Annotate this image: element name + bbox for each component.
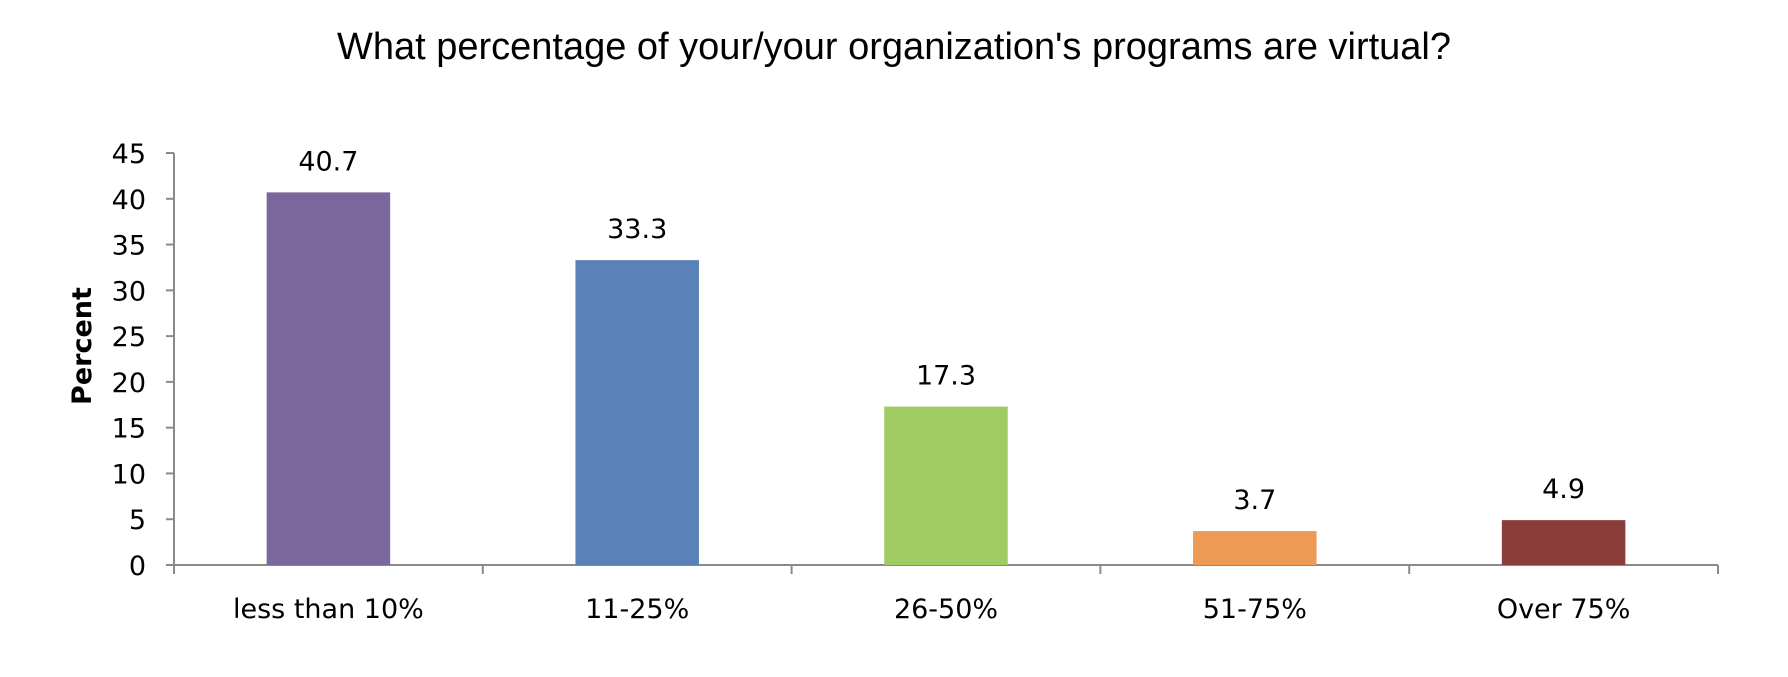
y-tick-label: 15: [112, 414, 146, 445]
x-tick-label: 26-50%: [894, 594, 998, 625]
bar: [266, 192, 391, 565]
bar: [1501, 520, 1626, 565]
data-label: 17.3: [916, 361, 976, 392]
y-tick-label: 5: [129, 505, 146, 536]
x-tick-label: less than 10%: [233, 594, 424, 625]
bars: [266, 192, 1626, 565]
x-tick-label: 51-75%: [1203, 594, 1307, 625]
y-tick-label: 35: [112, 231, 146, 262]
x-axis: less than 10% 11-25% 26-50% 51-75% Over 75%: [173, 564, 1719, 625]
data-label: 40.7: [298, 146, 358, 177]
bar: [575, 260, 699, 565]
data-labels: 40.7 33.3 17.3 3.7 4.9: [298, 146, 1585, 516]
y-tick-label: 45: [112, 139, 146, 170]
data-label: 3.7: [1233, 485, 1276, 516]
y-axis: 0 5 10 15 20 25 30 35 40 45: [112, 139, 175, 582]
x-tick-label: 11-25%: [585, 594, 689, 625]
y-tick-label: 30: [112, 276, 146, 307]
chart-title: What percentage of your/your organizatio…: [336, 26, 1452, 68]
data-label: 4.9: [1542, 474, 1585, 505]
bar: [884, 406, 1008, 565]
x-tick-label: Over 75%: [1497, 594, 1631, 625]
y-tick-label: 20: [112, 368, 146, 399]
y-tick-label: 40: [112, 185, 146, 216]
y-tick-label: 10: [112, 459, 146, 490]
y-axis-label: Percent: [67, 287, 98, 405]
y-tick-label: 0: [129, 551, 146, 582]
bar: [1193, 531, 1317, 565]
y-tick-label: 25: [112, 322, 146, 353]
data-label: 33.3: [607, 214, 667, 245]
